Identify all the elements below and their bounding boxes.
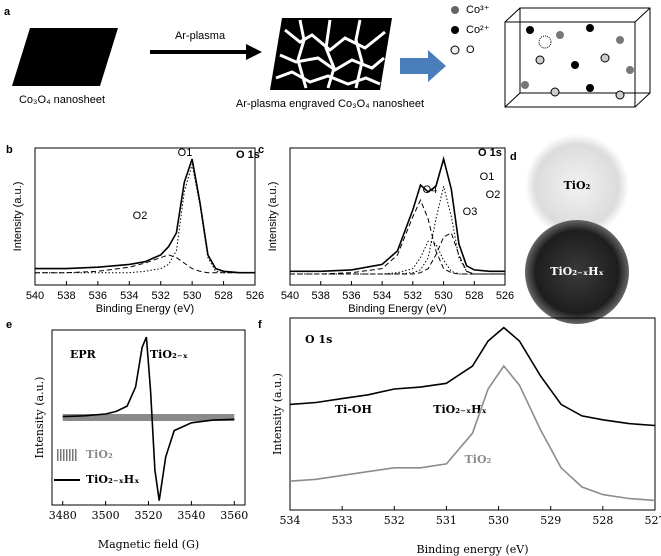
- legend-label: TiO₂: [86, 448, 113, 461]
- y-axis-label: Intensity (a.u.): [33, 377, 46, 459]
- x-tick-label: 540: [26, 290, 44, 302]
- x-tick-label: 534: [280, 514, 301, 527]
- x-tick-label: 533: [332, 514, 353, 527]
- series-label: O2: [133, 210, 148, 222]
- x-tick-label: 530: [434, 290, 452, 302]
- plot-frame: [289, 317, 656, 511]
- series-line: [290, 186, 505, 275]
- legend-label: Co²⁺: [466, 24, 490, 36]
- x-tick-label: 538: [57, 290, 75, 302]
- y-axis-label: Intensity (a.u.): [267, 182, 279, 252]
- x-tick-label: 526: [246, 290, 264, 302]
- series-label: O1: [480, 171, 495, 183]
- legend-swatch: [56, 449, 78, 461]
- x-axis-label: Magnetic field (G): [98, 538, 199, 551]
- photo-label: TiO₂₋ₓHₓ: [550, 265, 603, 278]
- legend-label: TiO₂₋ₓHₓ: [86, 473, 139, 486]
- photo: [525, 134, 629, 238]
- series-line: [35, 254, 255, 274]
- arrow-label: Ar-plasma: [175, 30, 226, 42]
- annotation: O 1s: [305, 333, 332, 346]
- x-tick-label: 528: [465, 290, 483, 302]
- x-tick-label: 534: [120, 290, 138, 302]
- arrow-head: [246, 44, 262, 60]
- end-label: Ar-plasma engraved Co₃O₄ nanosheet: [236, 98, 424, 110]
- x-tick-label: 527: [645, 514, 661, 527]
- x-axis-label: Binding Energy (eV): [96, 303, 194, 315]
- x-tick-label: 536: [342, 290, 360, 302]
- y-axis-label: Intensity (a.u.): [12, 182, 24, 252]
- x-tick-label: 526: [496, 290, 514, 302]
- x-tick-label: 532: [404, 290, 422, 302]
- series-label: TiO₂₋ₓHₓ: [433, 403, 486, 416]
- panel-label: c: [258, 144, 264, 156]
- x-tick-label: 532: [384, 514, 405, 527]
- series-line: [289, 326, 656, 427]
- x-tick-label: 528: [592, 514, 613, 527]
- x-tick-label: 3500: [92, 509, 120, 522]
- legend-label: Co³⁺: [466, 4, 490, 16]
- start-label: Co₃O₄ nanosheet: [19, 94, 105, 106]
- photo: [525, 220, 629, 324]
- series-line: [289, 364, 656, 502]
- plot-frame: [34, 147, 256, 286]
- plot-frame: [289, 147, 506, 286]
- annotation: TiO₂₋ₓ: [150, 348, 188, 361]
- photo-label: TiO₂: [564, 179, 591, 192]
- annotation: O 1s: [236, 149, 260, 161]
- series-label: TiO₂: [465, 453, 492, 466]
- x-tick-label: 530: [183, 290, 201, 302]
- x-axis-label: Binding Energy (eV): [348, 303, 446, 315]
- series-label: O4: [423, 184, 438, 196]
- panel-label: b: [6, 144, 13, 156]
- crystal: [504, 7, 651, 108]
- x-tick-label: 528: [214, 290, 232, 302]
- x-tick-label: 540: [281, 290, 299, 302]
- series-line: [290, 155, 505, 273]
- x-tick-label: 534: [373, 290, 391, 302]
- series-line: [290, 240, 505, 275]
- x-tick-label: 3480: [49, 509, 77, 522]
- crystal-legend: Co³⁺ Co²⁺ O: [450, 4, 490, 56]
- x-axis-label: Binding energy (eV): [416, 543, 528, 556]
- series-label: O3: [463, 206, 478, 218]
- nanosheet: [12, 28, 118, 86]
- x-tick-label: 529: [540, 514, 561, 527]
- panel-label: d: [510, 151, 517, 163]
- series-line: [62, 336, 235, 501]
- x-tick-label: 3560: [220, 509, 248, 522]
- x-tick-label: 536: [89, 290, 107, 302]
- series-line: [35, 158, 255, 274]
- series-label: O1: [178, 147, 193, 159]
- annotation: Ti-OH: [335, 403, 372, 416]
- annotation: EPR: [70, 348, 97, 361]
- x-tick-label: 532: [152, 290, 170, 302]
- x-tick-label: 531: [436, 514, 457, 527]
- blue-arrow: [400, 50, 446, 82]
- panel-label: e: [6, 319, 12, 331]
- legend-label: O: [466, 44, 475, 56]
- panel-label: a: [4, 6, 11, 18]
- series-line: [290, 232, 505, 275]
- engraved-sheet: [270, 18, 392, 90]
- y-axis-label: Intensity (a.u.): [271, 373, 284, 455]
- panel-label: f: [258, 319, 262, 331]
- x-tick-label: 530: [488, 514, 509, 527]
- x-tick-label: 3520: [135, 509, 163, 522]
- x-tick-label: 3540: [177, 509, 205, 522]
- annotation: O 1s: [478, 147, 502, 159]
- x-tick-label: 538: [312, 290, 330, 302]
- series-label: O2: [486, 189, 501, 201]
